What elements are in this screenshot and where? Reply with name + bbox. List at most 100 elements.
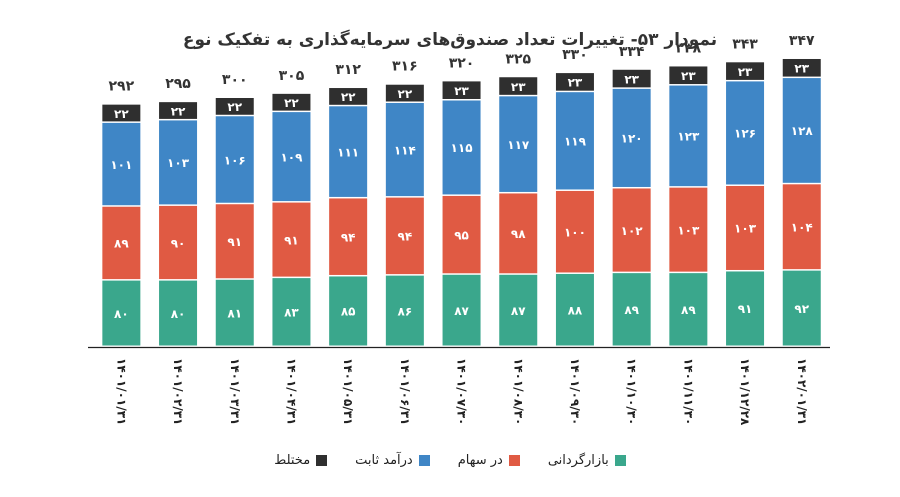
total-label: ۲۹۵	[165, 76, 191, 92]
bar-segment	[159, 120, 198, 205]
bar-segment	[442, 274, 481, 346]
data-label: ۸۹	[681, 303, 696, 317]
bar-segment	[272, 202, 311, 277]
total-label: ۳۲۵	[505, 51, 531, 67]
data-label: ۱۰۹	[280, 150, 303, 164]
data-label: ۲۳	[511, 80, 526, 94]
bar-segment	[215, 116, 254, 203]
data-label: ۱۰۲	[621, 224, 644, 238]
data-label: ۱۱۹	[564, 135, 587, 149]
bar-segment	[385, 275, 424, 346]
category-tick-label: ۱۴۰۱/۱۰/۳۰	[625, 358, 639, 425]
category-tick-label: ۱۴۰۱/۰۹/۳۰	[568, 358, 582, 425]
data-label: ۲۳	[454, 84, 469, 98]
bar-segment	[102, 280, 141, 346]
bar-segment	[442, 195, 481, 274]
total-label: ۳۴۷	[789, 33, 815, 49]
legend-label: مختلط	[274, 453, 311, 468]
data-label: ۸۹	[114, 237, 129, 251]
bar-segment	[102, 206, 141, 280]
data-label: ۱۱۷	[507, 138, 530, 152]
data-label: ۲۲	[284, 96, 299, 110]
bar-segment	[612, 88, 651, 187]
bar-segment	[612, 273, 651, 346]
legend-swatch	[418, 455, 430, 466]
data-label: ۲۲	[398, 87, 413, 101]
category-tick-label: ۱۴۰۲/۰۱/۳۱	[795, 358, 809, 425]
data-label: ۲۳	[738, 65, 753, 79]
data-label: ۲۲	[171, 104, 186, 118]
data-label: ۱۰۳	[734, 222, 757, 236]
bar-segment	[499, 193, 538, 274]
data-label: ۹۵	[454, 228, 469, 242]
total-label: ۳۰۵	[279, 68, 305, 84]
data-label: ۱۱۴	[394, 143, 416, 157]
bar-segment	[555, 273, 594, 346]
bar-segment	[159, 102, 198, 119]
data-label: ۱۲۸	[791, 124, 814, 138]
data-label: ۸۰	[114, 307, 129, 321]
data-label: ۱۰۱	[110, 158, 132, 172]
bar-segment	[272, 278, 311, 346]
total-label: ۳۱۲	[335, 62, 361, 78]
bar-segment	[272, 112, 311, 202]
bar-segment	[102, 122, 141, 206]
data-label: ۲۳	[568, 76, 583, 90]
data-label: ۱۰۴	[791, 220, 813, 234]
total-label: ۲۹۲	[109, 79, 135, 95]
data-label: ۱۲۰	[621, 132, 643, 146]
category-tick-label: ۱۴۰۱/۰۲/۳۱	[171, 358, 185, 425]
bar-segment	[102, 104, 141, 122]
bar-segment	[726, 185, 765, 270]
data-label: ۹۲	[794, 302, 809, 316]
data-label: ۸۳	[284, 306, 299, 320]
category-tick-label: ۱۴۰۱/۱۲/۲۸	[738, 358, 752, 426]
bar-segment	[499, 274, 538, 346]
bar-segment	[442, 81, 481, 99]
data-label: ۹۱	[227, 235, 242, 249]
data-label: ۸۹	[624, 303, 639, 317]
data-label: ۱۲۳	[677, 130, 700, 144]
bar-segment	[385, 84, 424, 102]
chart-title: نمودار ۵۳- تغییرات تعداد صندوق‌های سرمای…	[182, 30, 718, 50]
chart-legend: بازارگردانی در سهام درآمد ثابت مختلط	[0, 453, 900, 468]
data-label: ۱۰۶	[224, 153, 246, 167]
legend-label: درآمد ثابت	[355, 453, 413, 468]
data-label: ۲۲	[114, 107, 129, 121]
bar-segment	[669, 187, 708, 272]
legend-swatch	[316, 455, 328, 466]
bar-segment	[782, 78, 821, 183]
category-tick-label: ۱۴۰۱/۰۶/۳۱	[398, 358, 412, 425]
bar-segment	[499, 96, 538, 192]
data-label: ۹۴	[398, 230, 413, 244]
legend-label: بازارگردانی	[547, 453, 609, 468]
total-label: ۳۳۰	[562, 47, 588, 63]
data-label: ۲۳	[794, 62, 809, 76]
bar-segment	[669, 66, 708, 85]
category-tick-label: ۱۴۰۱/۰۷/۳۰	[455, 358, 469, 425]
legend-label: در سهام	[457, 453, 503, 468]
total-label: ۳۳۸	[676, 40, 702, 56]
bar-segment	[555, 73, 594, 91]
bar-segment	[215, 204, 254, 279]
data-label: ۸۷	[454, 304, 469, 318]
bar-segment	[272, 93, 311, 111]
bar-segment	[385, 102, 424, 197]
bar-segment	[782, 184, 821, 270]
bar-segment	[669, 85, 708, 187]
data-label: ۲۳	[624, 72, 639, 86]
bar-segment	[669, 273, 708, 346]
bar-segment	[159, 280, 198, 346]
bar-segment	[442, 100, 481, 195]
bar-segment	[329, 276, 368, 346]
legend-item: بازارگردانی	[548, 453, 626, 468]
total-label: ۳۰۰	[222, 72, 248, 88]
data-label: ۹۸	[511, 227, 526, 241]
data-label: ۱۱۱	[337, 145, 359, 159]
bar-segment	[329, 198, 368, 275]
bar-segment	[159, 205, 198, 280]
data-label: ۸۷	[511, 304, 526, 318]
bar-segment	[499, 77, 538, 95]
